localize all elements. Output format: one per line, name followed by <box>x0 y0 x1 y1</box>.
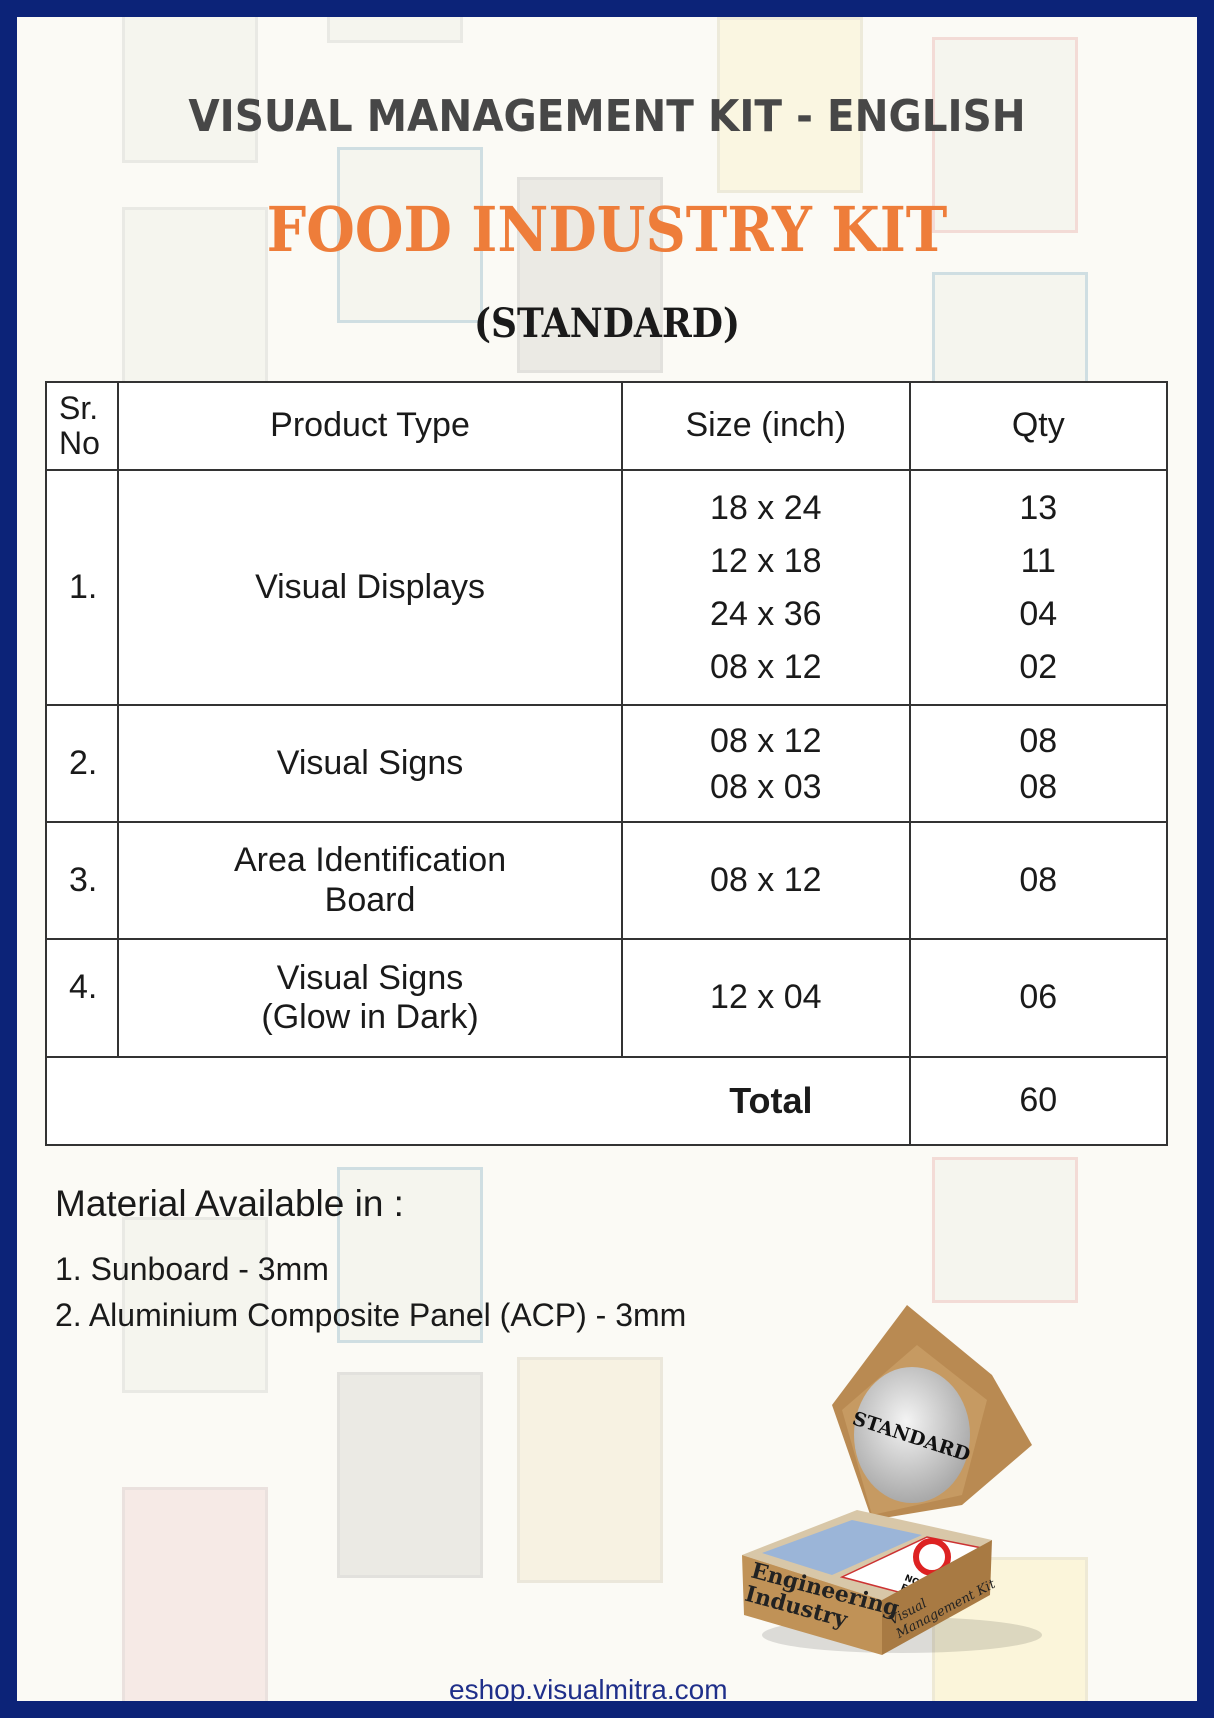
material-item: 2. Aluminium Composite Panel (ACP) - 3mm <box>55 1297 687 1333</box>
product-type: Visual Displays <box>116 469 624 706</box>
kit-variant: (STANDARD) <box>473 300 741 347</box>
table-row: 1. Visual Displays 18 x 24 12 x 18 24 x 36… <box>45 469 1169 706</box>
sizes: 12 x 04 <box>621 938 911 1058</box>
material-item: 1. Sunboard - 3mm <box>55 1251 329 1287</box>
table-header-row: Sr. No Product Type Size (inch) Qty <box>45 381 1169 471</box>
sizes: 08 x 12 <box>621 821 911 940</box>
quantities: 08 08 <box>908 704 1169 823</box>
header-product-type: Product Type <box>116 381 624 471</box>
sr-no: 1. <box>45 469 119 706</box>
header-qty: Qty <box>908 381 1169 471</box>
header-size: Size (inch) <box>621 381 911 471</box>
sizes: 18 x 24 12 x 18 24 x 36 08 x 12 <box>621 469 911 706</box>
product-type: Area Identification Board <box>116 821 624 940</box>
header-sr-no: Sr. No <box>45 381 119 471</box>
total-label: Total <box>45 1056 911 1146</box>
sr-no: 3. <box>45 821 119 940</box>
table-row: 4. Visual Signs (Glow in Dark) 12 x 04 06 <box>45 938 1169 1058</box>
sr-no: 2. <box>45 704 119 823</box>
quantities: 08 <box>908 821 1169 940</box>
quantities: 06 <box>908 938 1169 1058</box>
material-heading: Material Available in : <box>55 1183 404 1224</box>
kit-sheet: VISUAL MANAGEMENT KIT - ENGLISH FOOD IND… <box>17 17 1197 1701</box>
kit-box-image: STANDARD NO OPENFLAMES EngineeringIndust… <box>742 1305 1042 1655</box>
sizes: 08 x 12 08 x 03 <box>621 704 911 823</box>
product-type: Visual Signs (Glow in Dark) <box>116 938 624 1058</box>
sr-no: 4. <box>45 938 119 1058</box>
kit-name: FOOD INDUSTRY KIT <box>266 193 948 266</box>
page-title: VISUAL MANAGEMENT KIT - ENGLISH <box>188 91 1026 142</box>
shop-url-link[interactable]: eshop.visualmitra.com <box>449 1674 728 1701</box>
table-row: 3. Area Identification Board 08 x 12 08 <box>45 821 1169 940</box>
total-value: 60 <box>908 1056 1169 1146</box>
table-row: 2. Visual Signs 08 x 12 08 x 03 08 08 <box>45 704 1169 823</box>
total-row: Total 60 <box>45 1056 1169 1146</box>
quantities: 13 11 04 02 <box>908 469 1169 706</box>
product-table: Sr. No Product Type Size (inch) Qty 1. Vi… <box>45 381 1169 1146</box>
product-type: Visual Signs <box>116 704 624 823</box>
